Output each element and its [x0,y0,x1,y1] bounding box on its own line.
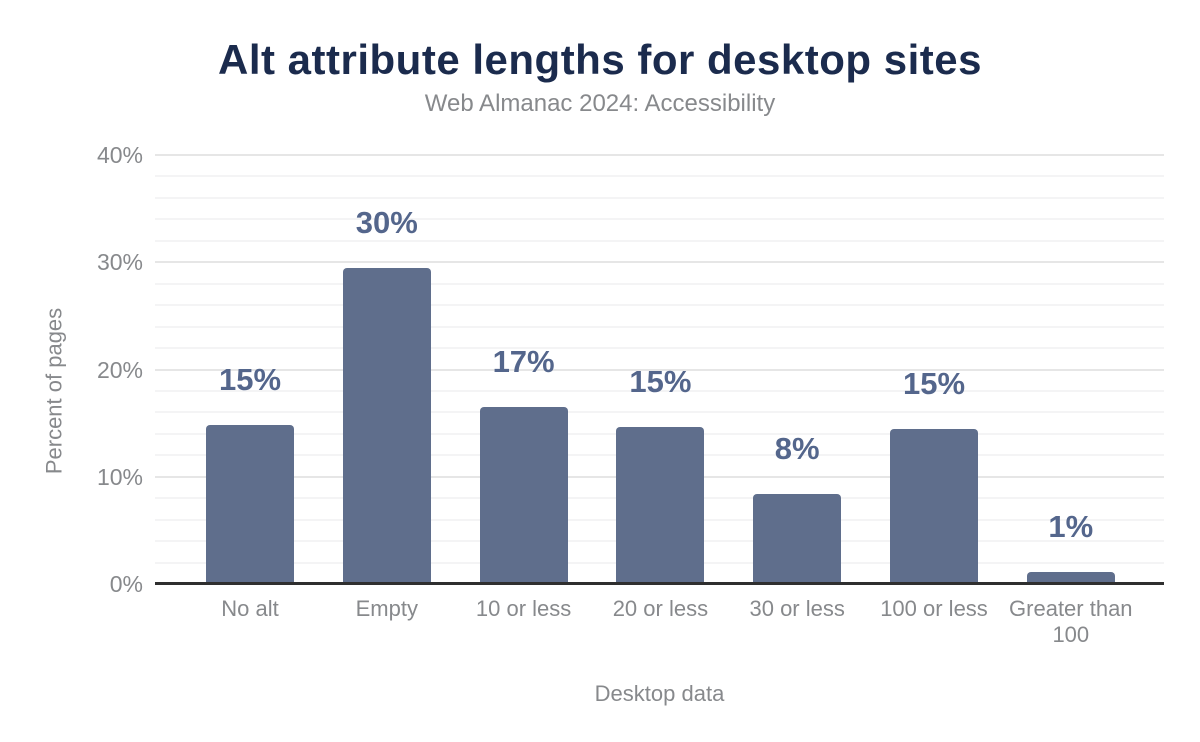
x-category-label: No alt [221,596,279,621]
y-tick-label: 40% [96,142,143,168]
x-category-label: 30 or less [749,596,845,621]
y-tick-label: 30% [96,249,143,276]
x-category-label: 20 or less [612,596,709,621]
gridline-minor [155,239,1164,242]
bar-value-label: 15% [902,365,966,401]
gridline-minor [155,282,1164,285]
x-category-label: Greater than 100 [1009,596,1133,648]
bar-value-label: 15% [629,364,692,400]
bar-value-label: 8% [774,430,820,466]
y-tick-label: 0% [109,571,143,597]
chart-subtitle: Web Almanac 2024: Accessibility [424,90,776,117]
y-axis-title: Percent of pages [41,307,67,475]
plot-area: 15% 30% 17% 15% 8% 15% 1% [155,154,1164,584]
bar [342,267,431,584]
bar [479,407,568,584]
gridline-minor [155,304,1164,307]
gridline-minor [155,347,1164,350]
y-tick-label: 20% [96,356,143,383]
bar [753,493,842,584]
x-category-label: 100 or less [880,596,988,621]
gridline-minor [155,325,1164,328]
x-axis-baseline [155,582,1164,585]
gridline-minor [155,411,1164,414]
gridline-major [155,261,1164,264]
x-category-label: Empty [355,596,418,621]
gridline-minor [155,196,1164,199]
chart-title: Alt attribute lengths for desktop sites [218,36,982,83]
bar-value-label: 1% [1048,509,1094,545]
gridline-minor [155,218,1164,221]
gridline-minor [155,389,1164,392]
bar [206,425,294,584]
bar-value-label: 15% [218,362,282,398]
y-tick-label: 10% [96,463,143,490]
gridline-major [155,368,1164,371]
bar-value-label: 30% [355,204,418,240]
gridline-minor [155,175,1164,178]
bar [616,427,705,584]
bar [890,428,978,584]
x-category-label: 10 or less [475,596,572,621]
x-axis-title: Desktop data [594,681,725,706]
bar [1026,572,1115,584]
bar-value-label: 17% [492,344,555,380]
gridline-major [155,154,1164,156]
